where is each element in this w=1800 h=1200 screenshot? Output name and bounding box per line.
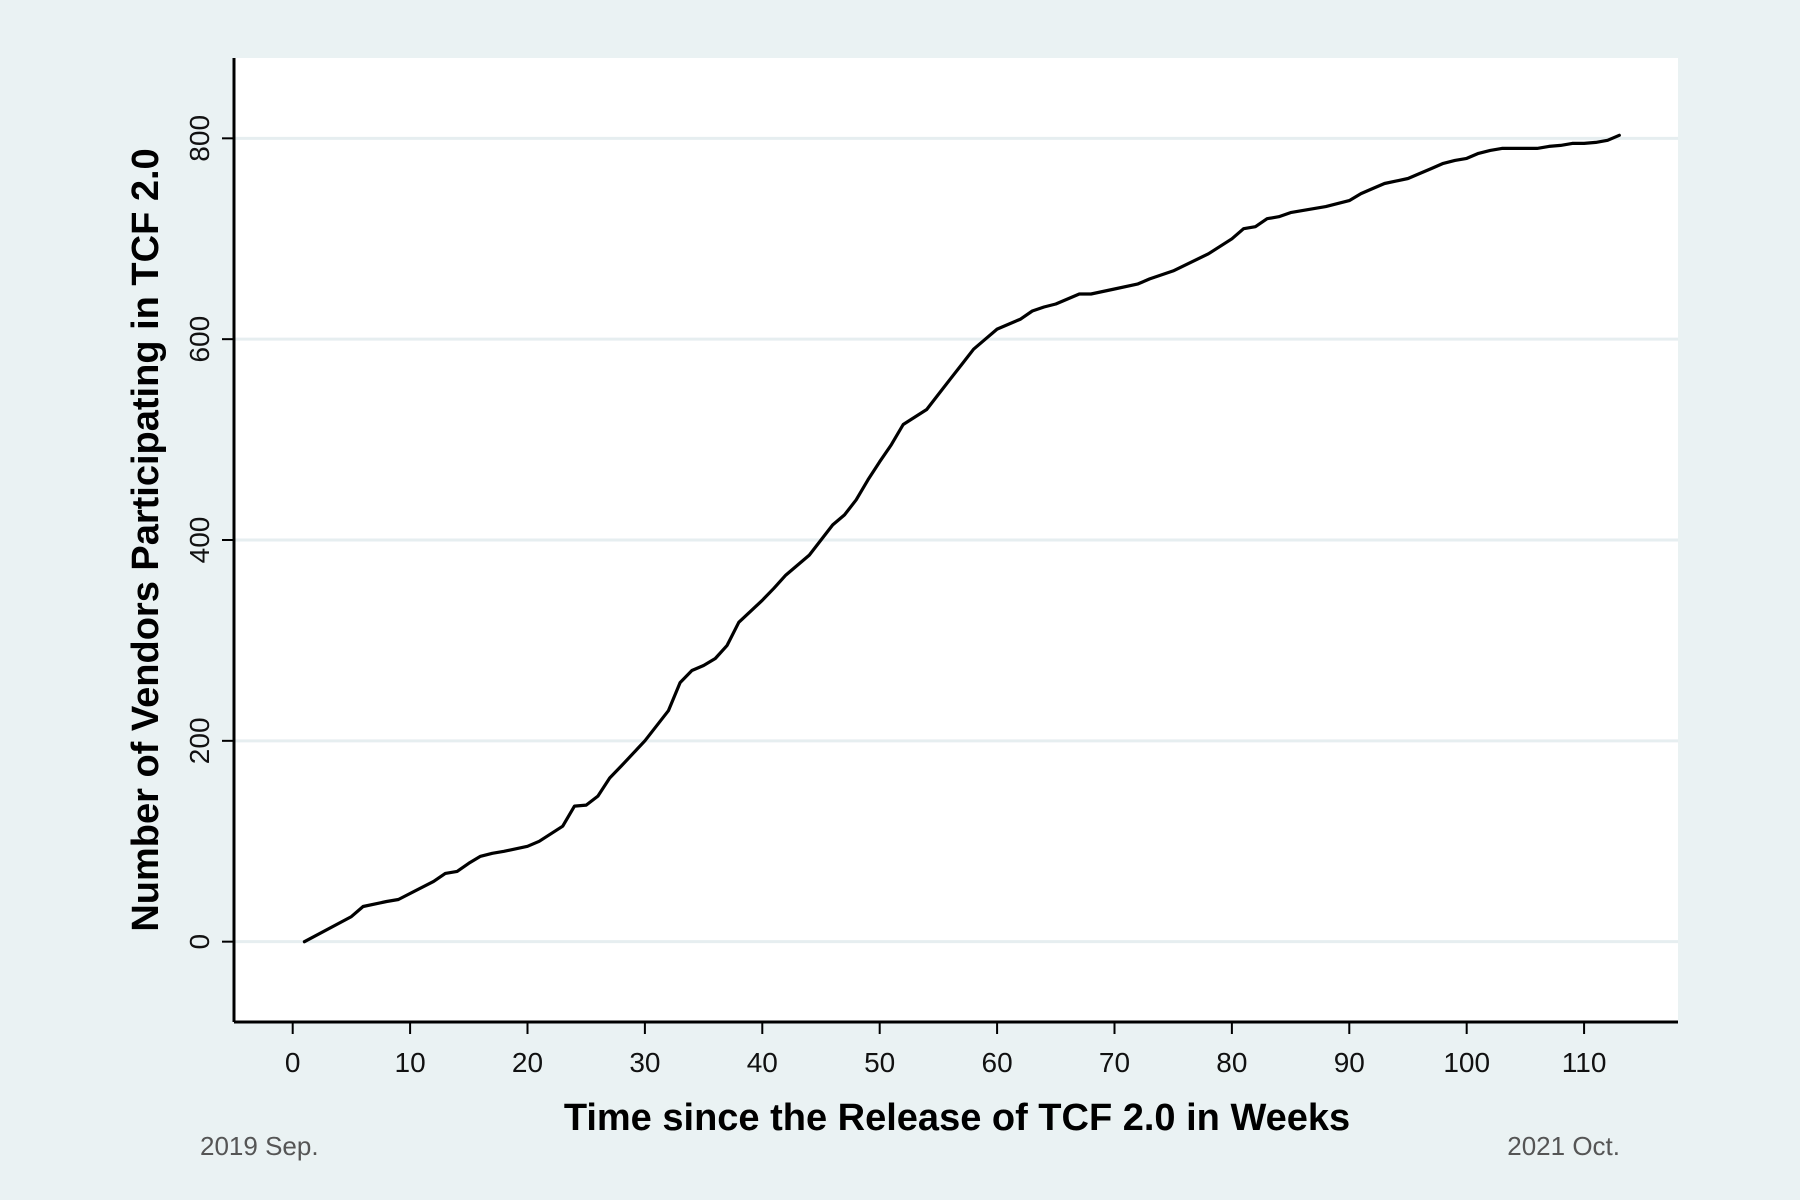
- end-date-note: 2021 Oct.: [1507, 1131, 1620, 1161]
- grid-lines: [234, 136, 1678, 944]
- series-line-0: [302, 133, 1621, 944]
- start-date-note: 2019 Sep.: [200, 1131, 319, 1161]
- x-ticks: 0 10 20 30 40 50 60 70 80 90 100 110: [285, 1022, 1606, 1078]
- y-tick-label-0: 0: [184, 934, 215, 950]
- y-tick-label-200: 200: [184, 717, 215, 764]
- x-tick-label-90: 90: [1334, 1047, 1365, 1078]
- y-tick-label-800: 800: [184, 115, 215, 162]
- x-tick-label-100: 100: [1443, 1047, 1490, 1078]
- x-tick-label-10: 10: [395, 1047, 426, 1078]
- y-axis-title: Number of Vendors Participating in TCF 2…: [125, 148, 167, 931]
- x-tick-label-0: 0: [285, 1047, 301, 1078]
- x-tick-label-70: 70: [1099, 1047, 1130, 1078]
- y-ticks: 0 200 400 600 800: [184, 115, 234, 949]
- x-tick-label-110: 110: [1562, 1047, 1607, 1078]
- x-tick-label-30: 30: [629, 1047, 660, 1078]
- x-tick-label-20: 20: [512, 1047, 543, 1078]
- x-tick-label-80: 80: [1216, 1047, 1247, 1078]
- x-tick-label-40: 40: [747, 1047, 778, 1078]
- series-layer: [302, 133, 1621, 944]
- y-tick-label-400: 400: [184, 517, 215, 564]
- x-axis-title: Time since the Release of TCF 2.0 in Wee…: [564, 1097, 1350, 1139]
- x-tick-label-60: 60: [982, 1047, 1013, 1078]
- x-tick-label-50: 50: [864, 1047, 895, 1078]
- y-tick-label-600: 600: [184, 316, 215, 363]
